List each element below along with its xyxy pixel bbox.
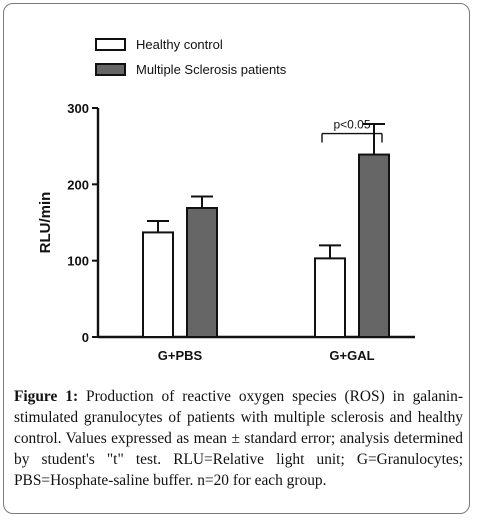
legend-label: Healthy control bbox=[136, 37, 223, 52]
figure-frame bbox=[3, 3, 470, 514]
x-category-label: G+GAL bbox=[329, 348, 374, 363]
bar-healthy-control-1 bbox=[314, 257, 346, 339]
bar-ms-patients-0 bbox=[186, 206, 218, 338]
bar-ms-patients-1 bbox=[358, 153, 390, 338]
y-tick-label: 200 bbox=[67, 177, 89, 192]
y-tick-label: 0 bbox=[82, 330, 89, 345]
y-tick-label: 300 bbox=[67, 101, 89, 116]
caption-label: Figure 1: bbox=[14, 388, 79, 405]
significance-label: p<0.05 bbox=[333, 118, 370, 132]
legend-swatch-ms-patients bbox=[95, 63, 126, 76]
bar-healthy-control-0 bbox=[142, 231, 174, 339]
y-tick-label: 100 bbox=[67, 254, 89, 269]
legend-swatch-healthy-control bbox=[95, 38, 126, 51]
bar-chart: 0 100 200 300 RLU/min G+PBS G+GAL p<0.05 Healthy… bbox=[37, 37, 415, 363]
figure-caption: Figure 1: Production of reactive oxygen … bbox=[14, 386, 463, 491]
legend-label: Multiple Sclerosis patients bbox=[136, 62, 287, 77]
x-category-label: G+PBS bbox=[158, 348, 203, 363]
y-axis-label: RLU/min bbox=[37, 192, 54, 254]
caption-text: Production of reactive oxygen species (R… bbox=[14, 388, 463, 489]
